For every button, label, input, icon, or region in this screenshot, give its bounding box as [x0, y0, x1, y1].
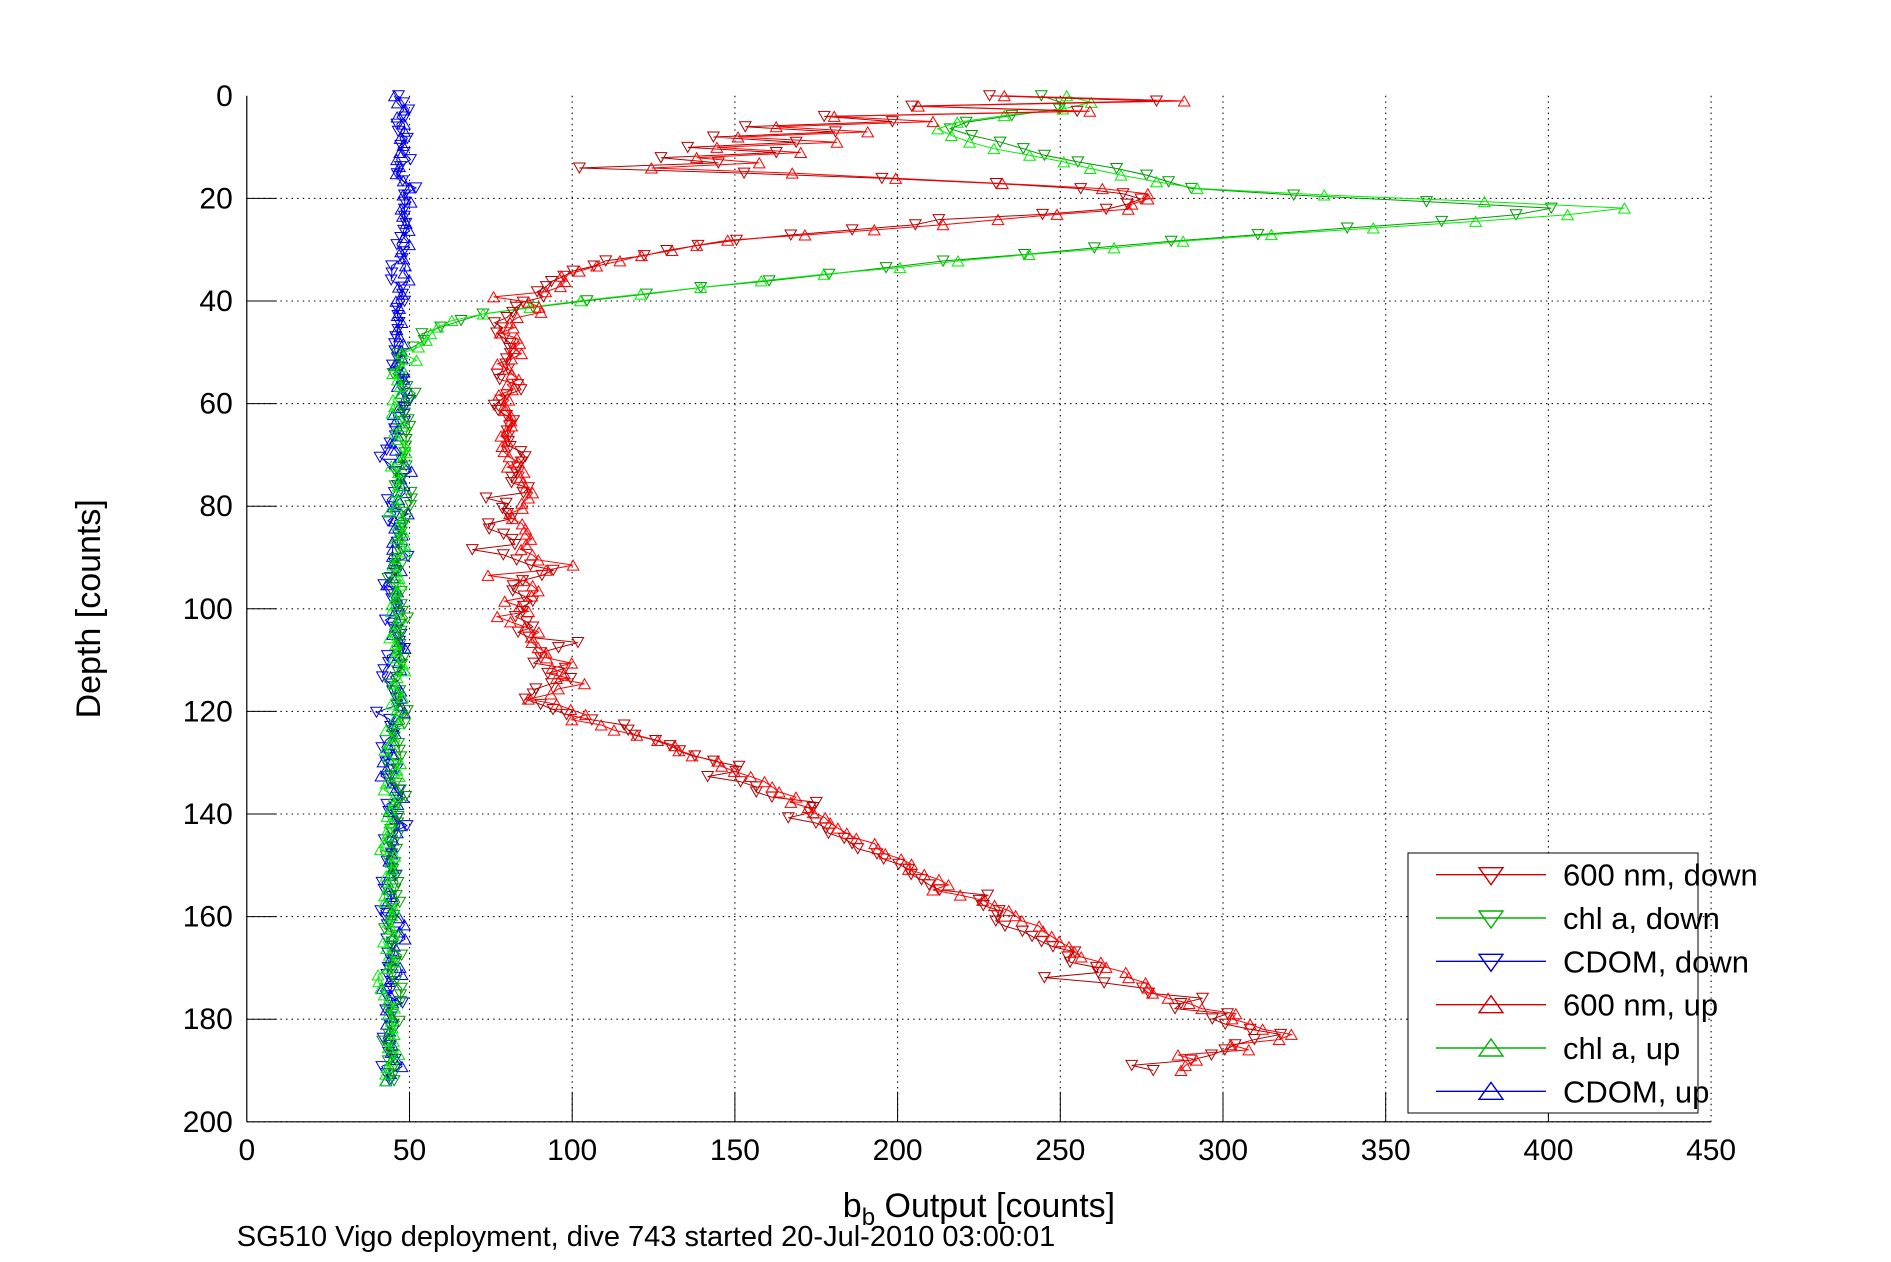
svg-text:600 nm, up: 600 nm, up: [1563, 988, 1718, 1023]
svg-text:160: 160: [183, 901, 233, 934]
svg-text:200: 200: [183, 1106, 233, 1139]
svg-text:100: 100: [547, 1134, 597, 1167]
svg-text:chl a, up: chl a, up: [1563, 1031, 1680, 1066]
svg-text:chl a, down: chl a, down: [1563, 901, 1720, 936]
svg-text:CDOM, up: CDOM, up: [1563, 1074, 1709, 1109]
svg-text:600 nm, down: 600 nm, down: [1563, 858, 1758, 893]
svg-text:350: 350: [1361, 1134, 1411, 1167]
svg-text:250: 250: [1035, 1134, 1085, 1167]
svg-text:450: 450: [1686, 1134, 1736, 1167]
svg-text:150: 150: [710, 1134, 760, 1167]
svg-text:300: 300: [1198, 1134, 1248, 1167]
svg-text:400: 400: [1523, 1134, 1573, 1167]
svg-text:0: 0: [216, 80, 233, 113]
svg-text:180: 180: [183, 1003, 233, 1036]
svg-text:200: 200: [873, 1134, 923, 1167]
svg-text:Depth [counts]: Depth [counts]: [70, 499, 108, 718]
svg-text:40: 40: [199, 285, 232, 318]
svg-text:0: 0: [238, 1134, 255, 1167]
svg-text:100: 100: [183, 593, 233, 626]
svg-text:SG510 Vigo deployment, dive 74: SG510 Vigo deployment, dive 743 started …: [237, 1221, 1055, 1253]
svg-text:140: 140: [183, 798, 233, 831]
svg-text:20: 20: [199, 182, 232, 215]
svg-text:CDOM, down: CDOM, down: [1563, 944, 1749, 979]
svg-text:60: 60: [199, 388, 232, 421]
svg-text:80: 80: [199, 490, 232, 523]
svg-text:50: 50: [393, 1134, 426, 1167]
svg-text:120: 120: [183, 695, 233, 728]
